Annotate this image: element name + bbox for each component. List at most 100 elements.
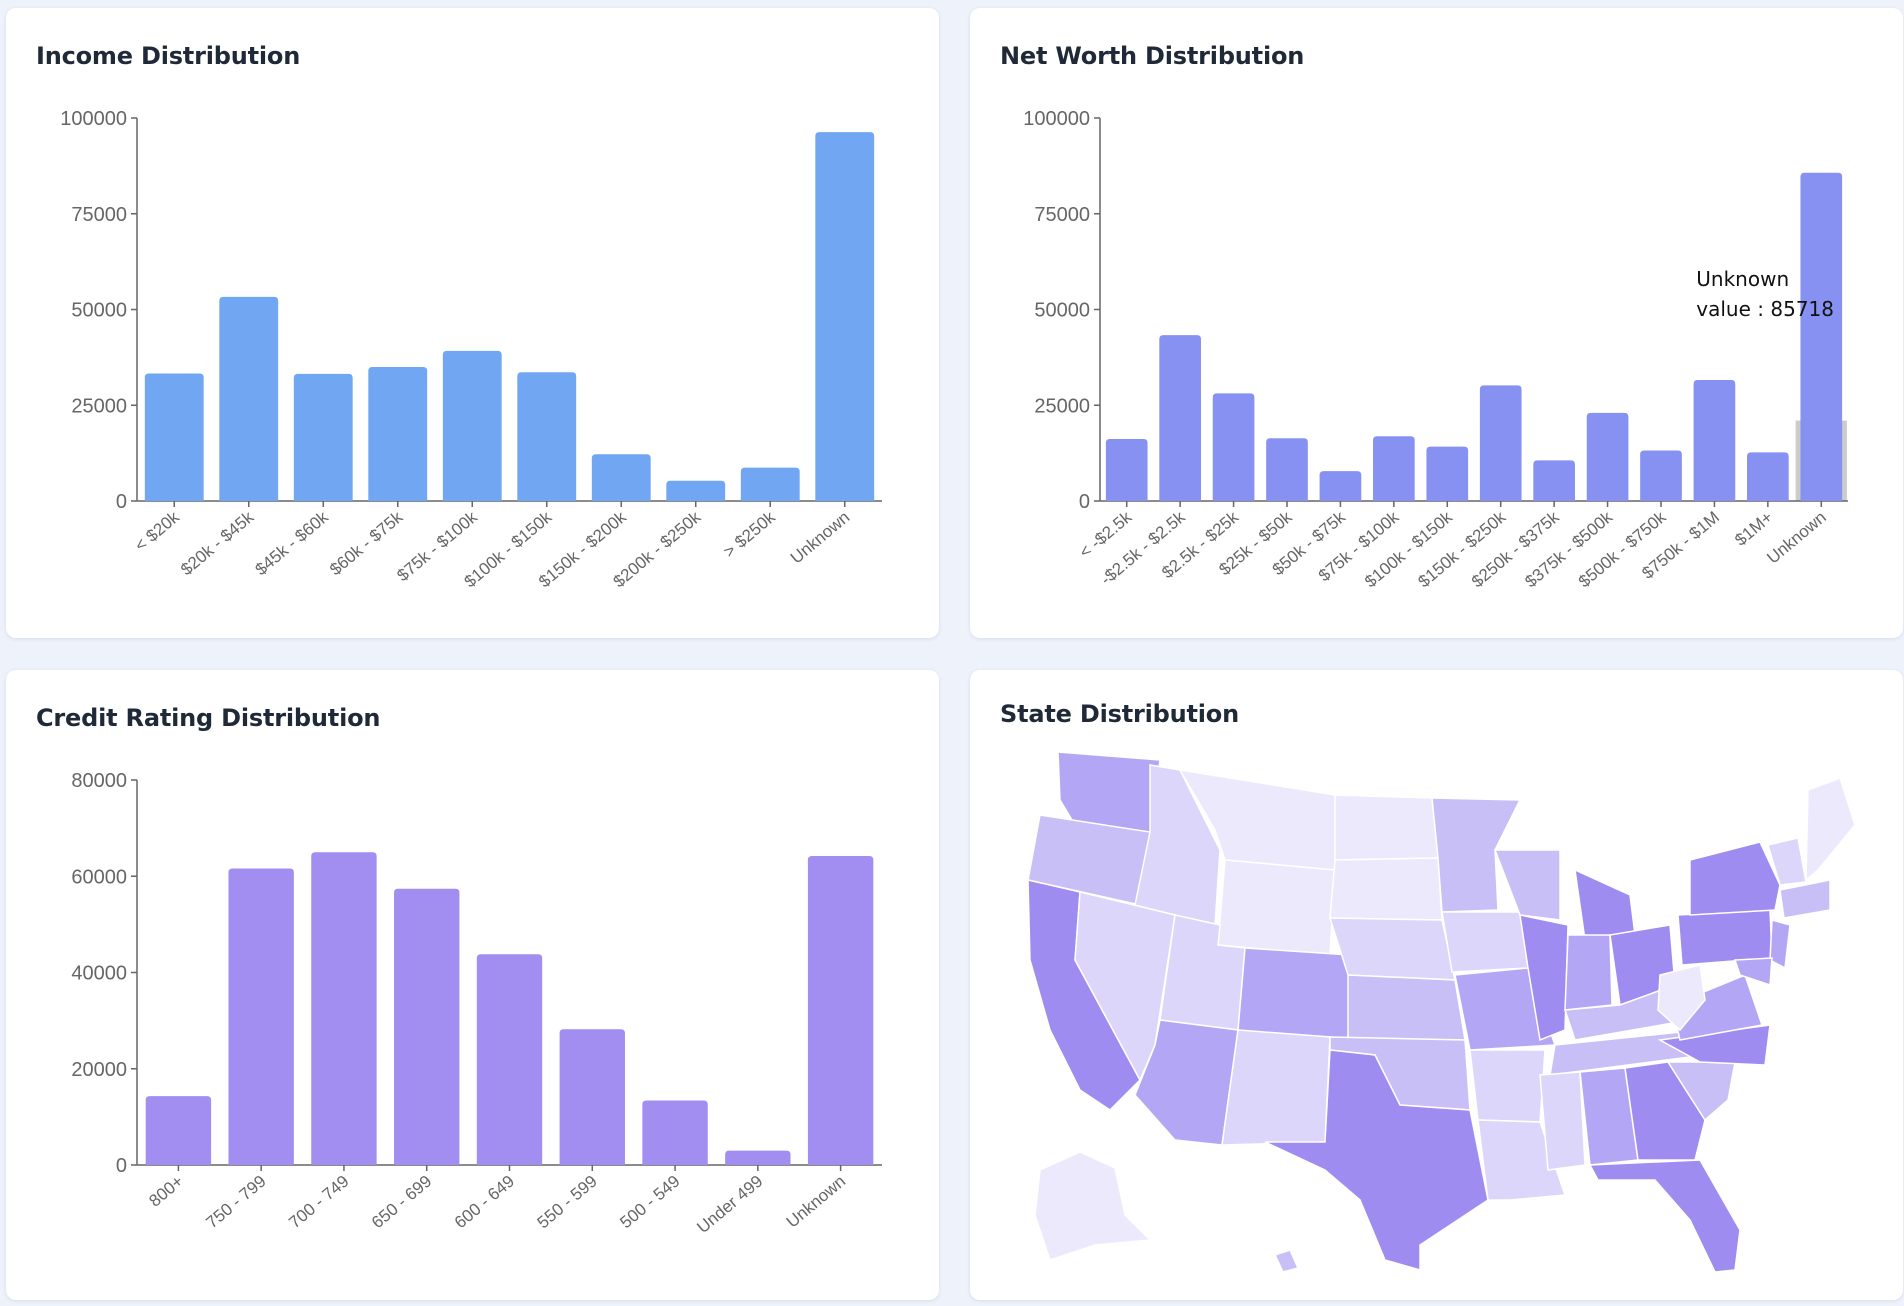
state-co[interactable] — [1237, 947, 1351, 1041]
tooltip-label: Unknown — [1696, 267, 1789, 291]
state-mi[interactable] — [1574, 868, 1636, 941]
state-nm[interactable] — [1221, 1029, 1331, 1146]
y-tick-label: 60000 — [71, 866, 127, 888]
bar[interactable] — [1159, 335, 1201, 501]
state-wv[interactable] — [1657, 964, 1706, 1032]
bar[interactable] — [725, 1150, 791, 1165]
bar[interactable] — [559, 1029, 625, 1165]
bar[interactable] — [642, 1100, 708, 1165]
credit-chart: 0 20000 40000 60000 80000 800+ 750 - 799 700 - … — [71, 770, 882, 1238]
y-tick-label: 50000 — [71, 300, 127, 322]
y-tick-label: 20000 — [71, 1059, 127, 1081]
y-tick-label: 50000 — [1034, 300, 1090, 322]
bar[interactable] — [517, 372, 577, 501]
bar[interactable] — [293, 373, 353, 501]
bar[interactable] — [145, 1096, 212, 1165]
bar[interactable] — [1800, 172, 1843, 501]
bar[interactable] — [1586, 412, 1629, 501]
state-me[interactable] — [1805, 777, 1856, 882]
state-wy[interactable] — [1217, 859, 1336, 956]
bar[interactable] — [394, 888, 460, 1165]
y-tick-label: 75000 — [1034, 204, 1090, 226]
state-ms[interactable] — [1539, 1071, 1586, 1171]
x-tick-label: $20k - $45k — [177, 507, 258, 579]
y-tick-label: 100000 — [60, 108, 127, 130]
y-tick-label: 100000 — [1023, 108, 1090, 130]
bar[interactable] — [666, 480, 726, 501]
state-mn[interactable] — [1431, 797, 1522, 913]
state-card: State Distribution — [970, 670, 1903, 1300]
bar[interactable] — [1693, 379, 1736, 501]
x-tick-label: 600 - 649 — [451, 1172, 518, 1233]
state-new-england-south[interactable] — [1779, 879, 1831, 919]
bar[interactable] — [1747, 452, 1789, 501]
y-tick-label: 25000 — [71, 395, 127, 417]
state-ar[interactable] — [1469, 1049, 1546, 1123]
bar[interactable] — [228, 868, 294, 1165]
x-tick-label: > $250k — [720, 507, 779, 561]
bar[interactable] — [219, 296, 279, 501]
income-chart: 0 25000 50000 75000 100000 < $20k$20k - $45k$… — [60, 108, 882, 591]
x-tick-label: $45k - $60k — [252, 507, 333, 579]
y-tick-label: 75000 — [71, 204, 127, 226]
y-tick-label: 0 — [1079, 491, 1090, 513]
state-ny[interactable] — [1689, 841, 1781, 916]
credit-title: Credit Rating Distribution — [36, 704, 381, 732]
x-tick-label: Unknown — [787, 508, 854, 568]
bar[interactable] — [1373, 436, 1415, 501]
networth-card: Net Worth Distribution 0 25000 50000 75000 1… — [970, 8, 1903, 638]
bar[interactable] — [591, 454, 651, 501]
bar[interactable] — [1266, 438, 1308, 501]
x-tick-label: 700 - 749 — [285, 1172, 352, 1233]
bar[interactable] — [1479, 385, 1522, 501]
credit-card: Credit Rating Distribution 0 20000 40000 60… — [6, 670, 939, 1300]
state-md[interactable] — [1733, 957, 1773, 987]
bar[interactable] — [807, 856, 874, 1165]
bar[interactable] — [1212, 393, 1255, 501]
x-tick-label: < $20k — [131, 507, 183, 555]
bar[interactable] — [144, 373, 204, 501]
state-in[interactable] — [1564, 934, 1613, 1011]
bar[interactable] — [815, 132, 875, 501]
x-tick-label: 650 - 699 — [368, 1172, 435, 1233]
state-ks[interactable] — [1347, 974, 1466, 1041]
state-vt-nh[interactable] — [1767, 837, 1807, 886]
state-ia[interactable] — [1441, 911, 1529, 973]
bar[interactable] — [1640, 450, 1682, 501]
income-title: Income Distribution — [36, 42, 301, 70]
bar[interactable] — [740, 467, 800, 501]
state-ak[interactable] — [1034, 1151, 1152, 1261]
x-tick-label: 800+ — [145, 1171, 187, 1210]
state-il[interactable] — [1519, 914, 1569, 1042]
state-ga[interactable] — [1624, 1061, 1706, 1161]
bar[interactable] — [368, 366, 428, 501]
state-sd[interactable] — [1329, 857, 1443, 921]
state-nj[interactable] — [1769, 919, 1791, 970]
x-tick-label: 500 - 549 — [616, 1172, 683, 1233]
x-tick-label: 550 - 599 — [534, 1172, 601, 1233]
state-pa[interactable] — [1677, 909, 1773, 966]
bar[interactable] — [1533, 460, 1575, 501]
x-tick-label: $1M+ — [1731, 507, 1776, 549]
y-tick-label: 25000 — [1034, 395, 1090, 417]
bar[interactable] — [1105, 438, 1148, 501]
state-tx[interactable] — [1264, 1049, 1489, 1271]
bar[interactable] — [1319, 471, 1362, 501]
state-la[interactable] — [1477, 1119, 1567, 1201]
x-tick-label: Under 499 — [693, 1172, 766, 1238]
bar[interactable] — [311, 852, 377, 1165]
x-tick-label: Unknown — [1763, 508, 1830, 568]
state-title: State Distribution — [1000, 700, 1239, 728]
x-tick-label: Unknown — [783, 1172, 850, 1232]
bar[interactable] — [1426, 446, 1469, 501]
state-hi[interactable] — [1273, 1249, 1300, 1273]
state-fl[interactable] — [1588, 1159, 1741, 1273]
state-ne[interactable] — [1328, 917, 1456, 981]
state-wi[interactable] — [1493, 849, 1561, 921]
y-tick-label: 0 — [116, 491, 127, 513]
state-nd[interactable] — [1334, 794, 1439, 861]
us-state-map[interactable] — [970, 670, 1903, 1300]
bar[interactable] — [476, 954, 543, 1165]
bar[interactable] — [442, 350, 502, 501]
